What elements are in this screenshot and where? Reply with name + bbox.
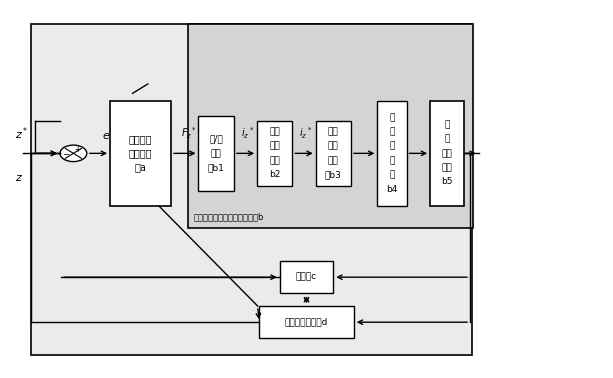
Text: 器a: 器a <box>135 163 147 173</box>
Bar <box>316 121 351 186</box>
Circle shape <box>60 145 87 162</box>
Text: 感: 感 <box>389 156 395 165</box>
Bar <box>257 121 292 186</box>
Text: $i_z{}^*$: $i_z{}^*$ <box>299 125 312 141</box>
Text: b4: b4 <box>386 184 398 194</box>
Text: 换b1: 换b1 <box>208 163 224 172</box>
Text: 移: 移 <box>389 127 395 136</box>
Bar <box>199 116 234 191</box>
Text: b2: b2 <box>269 170 281 179</box>
Text: 传: 传 <box>389 142 395 151</box>
Text: $i_z{}^*$: $i_z{}^*$ <box>241 125 254 141</box>
Text: $F_z{}^*$: $F_z{}^*$ <box>181 125 197 141</box>
Text: 混合: 混合 <box>328 142 339 151</box>
Text: 轴向混合磁轴承系统控制模型b: 轴向混合磁轴承系统控制模型b <box>194 212 264 221</box>
Text: 功率: 功率 <box>269 127 280 136</box>
Bar <box>259 306 354 338</box>
Text: 实际位置估计器d: 实际位置估计器d <box>285 318 328 327</box>
Bar <box>280 261 333 293</box>
Bar <box>430 101 463 206</box>
Text: 轴向: 轴向 <box>328 127 339 136</box>
Text: 承b3: 承b3 <box>325 170 342 179</box>
Text: 泛模型c: 泛模型c <box>296 273 317 282</box>
Bar <box>110 101 171 206</box>
Text: 移: 移 <box>444 135 449 144</box>
Text: $z^*$: $z^*$ <box>15 125 28 142</box>
Text: 模块: 模块 <box>269 156 280 165</box>
Text: 位: 位 <box>444 120 449 129</box>
Text: 接口: 接口 <box>441 149 452 158</box>
Text: $e$: $e$ <box>102 131 110 141</box>
Bar <box>188 24 473 228</box>
Text: 磁轴: 磁轴 <box>328 156 339 165</box>
Bar <box>377 101 406 206</box>
Text: 位: 位 <box>389 113 395 122</box>
Bar <box>31 24 473 355</box>
Text: 流变: 流变 <box>211 149 221 158</box>
Text: $z$: $z$ <box>15 173 23 183</box>
Text: +: + <box>74 145 81 154</box>
Text: 放大: 放大 <box>269 142 280 151</box>
Text: 器: 器 <box>389 170 395 179</box>
Text: 适应控制: 适应控制 <box>129 148 152 158</box>
Text: 电路: 电路 <box>441 163 452 172</box>
Text: b5: b5 <box>441 177 452 186</box>
Text: −: − <box>62 150 69 159</box>
Text: 无模型自: 无模型自 <box>129 134 152 144</box>
Text: 力/电: 力/电 <box>209 135 223 144</box>
